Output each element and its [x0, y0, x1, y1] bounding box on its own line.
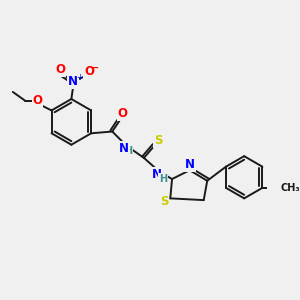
Text: O: O [55, 64, 65, 76]
Text: S: S [154, 134, 162, 147]
Text: +: + [76, 73, 83, 82]
Text: −: − [91, 63, 99, 73]
Text: CH₃: CH₃ [280, 183, 300, 193]
Text: S: S [160, 195, 168, 208]
Text: H: H [124, 146, 132, 156]
Text: O: O [84, 65, 94, 78]
Text: O: O [32, 94, 43, 107]
Text: N: N [68, 75, 78, 88]
Text: N: N [184, 158, 195, 171]
Text: O: O [118, 106, 128, 120]
Text: N: N [152, 168, 162, 181]
Text: H: H [159, 174, 167, 184]
Text: N: N [119, 142, 129, 155]
